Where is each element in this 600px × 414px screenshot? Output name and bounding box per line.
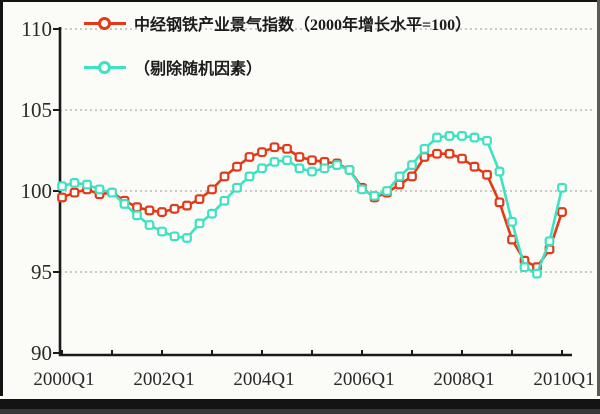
y-tick-label-95: 95	[31, 260, 52, 284]
series-1-marker-2001Q1	[107, 187, 117, 198]
x-tick-label-2006Q1: 2006Q1	[333, 369, 394, 390]
marker-icon	[98, 60, 111, 74]
series-1-marker-2006Q4	[394, 171, 405, 182]
series-1-marker-2009Q2	[519, 262, 530, 273]
series-0-marker-2001Q3	[132, 202, 142, 213]
series-1-marker-2002Q3	[182, 233, 192, 243]
frame-border-bottom	[0, 396, 600, 414]
legend-item-steel-index: 中经钢铁产业景气指数（2000年增长水平=100）	[84, 8, 471, 38]
series-1-marker-2000Q1	[57, 181, 67, 192]
series-1-marker-2010Q1	[557, 182, 567, 193]
series-1-marker-2006Q1	[357, 184, 367, 195]
legend-item-smoothed: （剔除随机因素）	[84, 52, 471, 82]
series-0-marker-2010Q1	[557, 207, 567, 217]
y-tick-label-110: 110	[21, 17, 52, 41]
series-1-marker-2004Q1	[257, 163, 267, 174]
x-tick-label-2010Q1: 2010Q1	[533, 369, 594, 390]
series-1-marker-2007Q4	[444, 131, 455, 141]
series-0-marker-2003Q1	[207, 184, 217, 195]
series-1-marker-2007Q1	[407, 160, 417, 170]
y-tick-label-105: 105	[21, 98, 53, 122]
series-1-marker-2001Q3	[132, 210, 142, 221]
y-tick-label-90: 90	[31, 341, 52, 365]
series-0-marker-2007Q1	[407, 171, 417, 182]
series-1-marker-2006Q3	[382, 186, 392, 196]
legend-label-smoothed: （剔除随机因素）	[134, 61, 263, 78]
frame-border-right	[597, 0, 600, 414]
series-1-marker-2007Q3	[432, 132, 442, 143]
series-0-marker-2004Q4	[294, 152, 305, 162]
series-1-marker-2005Q2	[319, 163, 330, 174]
series-1-marker-2008Q1	[457, 131, 467, 141]
series-0-marker-2002Q2	[169, 203, 180, 214]
series-1-marker-2003Q2	[219, 195, 230, 206]
series-1-marker-2005Q1	[307, 166, 317, 177]
chart-legend: 中经钢铁产业景气指数（2000年增长水平=100） （剔除随机因素）	[84, 8, 471, 96]
x-tick-label-2004Q1: 2004Q1	[233, 369, 294, 390]
x-tick-label-2008Q1: 2008Q1	[433, 369, 494, 390]
series-1-marker-2003Q3	[232, 182, 242, 193]
series-0-marker-2000Q2	[69, 187, 80, 198]
x-tick-label-2000Q1: 2000Q1	[33, 369, 94, 390]
series-0-marker-2003Q3	[232, 161, 242, 172]
series-1-marker-2008Q2	[469, 132, 480, 143]
series-1-marker-2002Q2	[169, 231, 180, 242]
series-1-marker-2005Q4	[344, 165, 355, 175]
series-1-marker-2004Q4	[294, 163, 305, 174]
series-0-marker-2002Q3	[182, 200, 192, 211]
series-0-marker-2004Q1	[257, 147, 267, 158]
series-1-marker-2009Q3	[532, 268, 542, 279]
series-1-marker-2001Q2	[119, 199, 130, 209]
series-1-marker-2000Q3	[82, 179, 92, 190]
series-0-marker-2008Q3	[482, 169, 492, 180]
series-1-marker-2001Q4	[144, 220, 155, 230]
series-0-marker-2002Q1	[157, 207, 167, 217]
series-1-marker-2007Q2	[419, 143, 430, 154]
series-1-marker-2003Q4	[244, 171, 255, 182]
series-0-marker-2003Q4	[244, 152, 255, 162]
series-1-marker-2008Q4	[494, 166, 505, 177]
series-0-marker-2000Q1	[57, 192, 67, 203]
y-tick-label-100: 100	[21, 179, 53, 203]
series-1-marker-2004Q2	[269, 156, 280, 167]
series-0-marker-2009Q1	[507, 234, 517, 245]
series-0-marker-2008Q2	[469, 161, 480, 172]
x-tick-label-2002Q1: 2002Q1	[133, 369, 194, 390]
series-1-marker-2000Q4	[94, 184, 105, 195]
series-1-marker-2004Q3	[282, 155, 292, 166]
series-0-marker-2004Q3	[282, 143, 292, 154]
frame-border-top	[0, 0, 600, 2]
series-1-marker-2000Q2	[69, 178, 80, 188]
legend-line-red	[84, 16, 126, 30]
frame-border-left	[0, 0, 3, 414]
series-1-marker-2003Q1	[207, 208, 217, 219]
legend-label-steel-index: 中经钢铁产业景气指数（2000年增长水平=100）	[134, 17, 472, 34]
axis-lines	[58, 27, 572, 357]
series-0-marker-2006Q4	[394, 179, 405, 190]
series-1-marker-2008Q3	[482, 135, 492, 146]
series-0-marker-2007Q3	[432, 148, 442, 159]
series-0-marker-2005Q1	[307, 155, 317, 166]
series-1-marker-2005Q3	[332, 160, 342, 170]
series-0-marker-2001Q4	[144, 205, 155, 216]
series-0-marker-2008Q4	[494, 197, 505, 208]
series-0-marker-2007Q4	[444, 148, 455, 159]
series-0-marker-2003Q2	[219, 171, 230, 182]
series-1-marker-2002Q1	[157, 226, 167, 237]
series-1-marker-2002Q4	[194, 218, 205, 229]
series-1-marker-2006Q2	[369, 190, 380, 201]
series-0-marker-2008Q1	[457, 153, 467, 164]
marker-icon	[98, 16, 111, 30]
series-1-marker-2009Q1	[507, 216, 517, 227]
series-0-marker-2002Q4	[194, 194, 205, 205]
series-1-marker-2009Q4	[544, 236, 555, 247]
series-0-marker-2004Q2	[269, 142, 280, 153]
legend-line-teal	[84, 60, 126, 74]
